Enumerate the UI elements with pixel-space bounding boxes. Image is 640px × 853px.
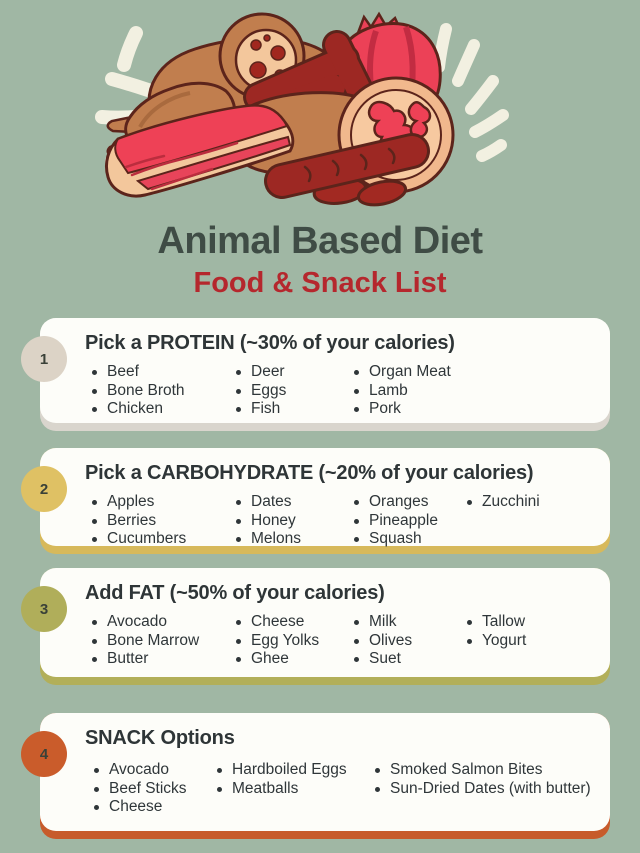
food-item: Deer (235, 363, 353, 382)
food-item: Apples (91, 493, 235, 512)
food-item: Sun-Dried Dates (with butter) (374, 780, 591, 799)
section-number-badge: 1 (21, 336, 67, 382)
page-title: Animal Based Diet (157, 220, 483, 262)
food-item: Cheese (93, 798, 216, 817)
sparkle-strokes-right (433, 23, 509, 162)
section-number: 2 (39, 480, 49, 498)
section-number: 3 (39, 600, 49, 618)
food-item: Zucchini (466, 493, 540, 512)
food-columns: Apples Berries Cucumbers Dates Honey Melons Or… (91, 493, 602, 549)
food-item: Milk (353, 613, 466, 632)
list-column: Organ Meat Lamb Pork (353, 363, 451, 419)
list-column: Avocado Bone Marrow Butter (91, 613, 235, 669)
food-item: Olives (353, 632, 466, 651)
section-title: Pick a PROTEIN (~30% of your calories) (85, 332, 455, 354)
snack-section-card: 4 SNACK Options Avocado Beef Sticks Cheese… (21, 713, 610, 839)
list-column: Milk Olives Suet (353, 613, 466, 669)
food-item: Fish (235, 400, 353, 419)
list-column: Smoked Salmon Bites Sun-Dried Dates (with… (374, 761, 591, 817)
food-item: Eggs (235, 382, 353, 401)
food-item: Lamb (353, 382, 451, 401)
section-number: 1 (39, 350, 49, 368)
food-item: Honey (235, 512, 353, 531)
food-item: Pork (353, 400, 451, 419)
food-item: Organ Meat (353, 363, 451, 382)
page-subtitle: Food & Snack List (193, 267, 447, 299)
food-item: Ghee (235, 650, 353, 669)
card-body: Pick a PROTEIN (~30% of your calories) B… (40, 318, 610, 423)
food-item: Oranges (353, 493, 466, 512)
food-item: Bone Marrow (91, 632, 235, 651)
front-salami (264, 133, 430, 207)
food-item: Squash (353, 530, 466, 549)
food-columns: Avocado Bone Marrow Butter Cheese Egg Yolks G… (91, 613, 602, 669)
food-item: Smoked Salmon Bites (374, 761, 591, 780)
food-item: Melons (235, 530, 353, 549)
list-column: Apples Berries Cucumbers (91, 493, 235, 549)
food-item: Bone Broth (91, 382, 235, 401)
food-item: Beef Sticks (93, 780, 216, 799)
food-item: Pineapple (353, 512, 466, 531)
food-item: Yogurt (466, 632, 526, 651)
food-item: Hardboiled Eggs (216, 761, 374, 780)
section-title: SNACK Options (85, 727, 235, 749)
food-item: Avocado (91, 613, 235, 632)
list-column: Beef Bone Broth Chicken (91, 363, 235, 419)
list-column: Cheese Egg Yolks Ghee (235, 613, 353, 669)
food-item: Cheese (235, 613, 353, 632)
food-item: Egg Yolks (235, 632, 353, 651)
card-body: SNACK Options Avocado Beef Sticks Cheese Ha… (40, 713, 610, 831)
carbohydrate-section-card: 2 Pick a CARBOHYDRATE (~20% of your calo… (21, 448, 610, 554)
food-item: Butter (91, 650, 235, 669)
food-columns: Beef Bone Broth Chicken Deer Eggs Fish Organ M… (91, 363, 602, 419)
food-item: Dates (235, 493, 353, 512)
food-item: Tallow (466, 613, 526, 632)
list-column: Avocado Beef Sticks Cheese (93, 761, 216, 817)
food-item: Suet (353, 650, 466, 669)
section-number: 4 (39, 745, 49, 763)
meat-pile-illustration (95, 11, 509, 207)
section-title: Pick a CARBOHYDRATE (~20% of your calori… (85, 462, 534, 484)
fat-section-card: 3 Add FAT (~50% of your calories) Avocad… (21, 568, 610, 685)
food-item: Avocado (93, 761, 216, 780)
list-column: Deer Eggs Fish (235, 363, 353, 419)
section-number-badge: 3 (21, 586, 67, 632)
food-columns: Avocado Beef Sticks Cheese Hardboiled Eggs M… (93, 761, 602, 817)
protein-section-card: 1 Pick a PROTEIN (~30% of your calories)… (21, 318, 610, 431)
bacon-slab (104, 104, 295, 198)
section-title: Add FAT (~50% of your calories) (85, 582, 385, 604)
list-column: Zucchini (466, 493, 540, 549)
food-item: Beef (91, 363, 235, 382)
card-body: Add FAT (~50% of your calories) Avocado B… (40, 568, 610, 677)
food-item: Cucumbers (91, 530, 235, 549)
list-column: Oranges Pineapple Squash (353, 493, 466, 549)
card-body: Pick a CARBOHYDRATE (~20% of your calori… (40, 448, 610, 549)
food-item: Berries (91, 512, 235, 531)
section-number-badge: 4 (21, 731, 67, 777)
section-number-badge: 2 (21, 466, 67, 512)
list-column: Tallow Yogurt (466, 613, 526, 669)
food-item: Chicken (91, 400, 235, 419)
list-column: Dates Honey Melons (235, 493, 353, 549)
food-item: Meatballs (216, 780, 374, 799)
list-column: Hardboiled Eggs Meatballs (216, 761, 374, 817)
